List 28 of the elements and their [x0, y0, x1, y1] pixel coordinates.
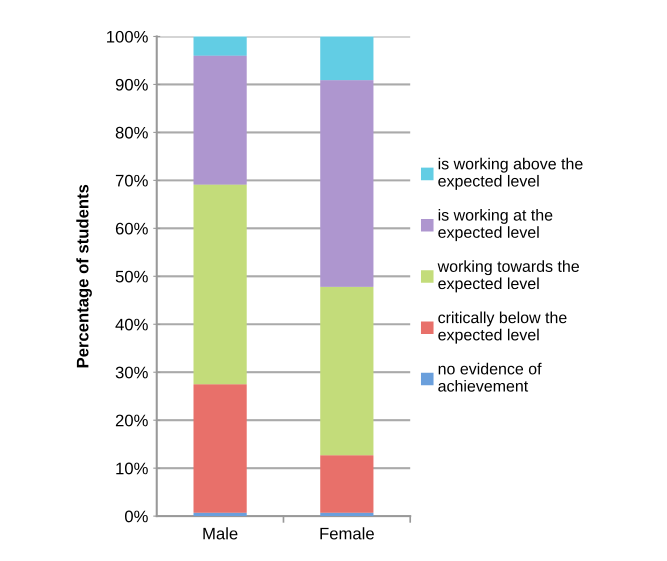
bar [320, 36, 374, 80]
legend-label: is working above the expected level [438, 158, 583, 190]
y-tick-label: 80% [116, 126, 148, 139]
bar [320, 455, 374, 513]
y-tick-label: 40% [115, 318, 148, 330]
bar [193, 56, 247, 185]
y-tick-label: 60% [116, 222, 148, 235]
y-tick-label: 10% [116, 462, 148, 474]
bar [320, 80, 374, 287]
y-tick-label: 30% [116, 366, 148, 378]
bar [193, 184, 247, 384]
y-tick-label: 100% [107, 30, 148, 43]
x-tick-label: Female [320, 527, 374, 540]
bar [320, 286, 374, 456]
y-tick-label: 20% [116, 414, 148, 426]
bar [320, 512, 374, 516]
bar [193, 36, 247, 56]
legend-label: critically below the expected level [438, 312, 567, 344]
legend-label: no evidence of achievement [438, 362, 542, 392]
y-tick-label: 50% [116, 270, 148, 282]
y-axis-title: Percentage of students [76, 184, 92, 368]
legend-label: working towards the expected level [438, 260, 579, 292]
y-tick-label: 90% [116, 78, 148, 91]
x-tick-label: Male [203, 527, 238, 540]
y-tick-label: 0% [124, 510, 148, 522]
legend-label: is working at the expected level [438, 208, 552, 242]
bar [193, 384, 247, 513]
y-tick-label: 70% [116, 174, 148, 187]
